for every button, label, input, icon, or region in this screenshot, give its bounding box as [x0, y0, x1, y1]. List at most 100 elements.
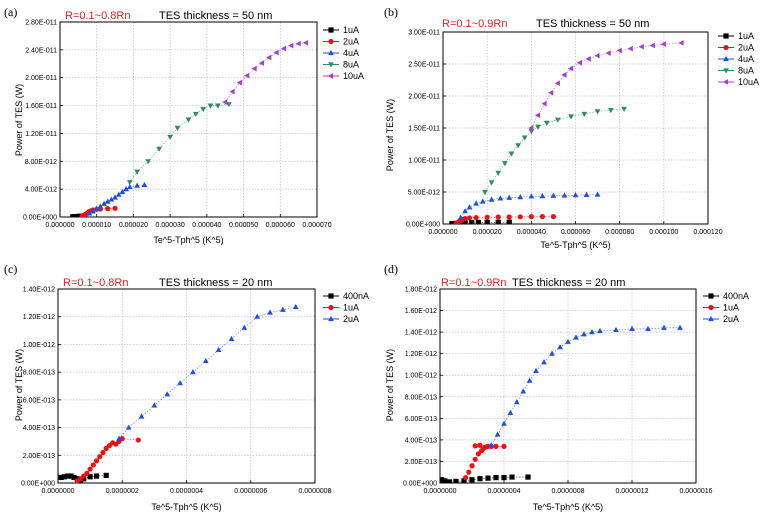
data-point — [541, 359, 547, 365]
legend-label: 8uA — [343, 60, 359, 70]
data-point — [93, 458, 100, 464]
y-tick-label: 2.00E-013 — [405, 459, 437, 466]
y-tick-label: 8.00E-013 — [405, 394, 437, 401]
x-tick-label: 0.000070 — [302, 222, 331, 229]
series-400na — [58, 472, 109, 483]
data-point — [501, 420, 507, 426]
y-tick-label: 0.00E+000 — [403, 481, 437, 488]
legend-item: 10uA — [323, 71, 364, 81]
data-point — [616, 47, 622, 54]
y-tick-label: 1.80E-012 — [405, 287, 437, 294]
data-point — [513, 399, 520, 405]
data-point — [660, 41, 666, 48]
data-point — [678, 40, 684, 46]
legend-marker — [708, 293, 714, 299]
y-tick-label: 2.50E-011 — [408, 62, 440, 69]
data-point — [475, 451, 481, 457]
data-point — [229, 88, 235, 95]
data-point — [550, 214, 557, 220]
legend-label: 400nA — [723, 291, 749, 301]
data-point — [605, 50, 611, 56]
data-point — [515, 143, 521, 149]
y-tick-label: 2.40E-011 — [25, 47, 57, 54]
data-point — [200, 106, 207, 113]
data-point — [521, 135, 528, 141]
y-axis-label: Power of TES (W) — [14, 84, 24, 156]
data-point — [108, 196, 115, 202]
data-point — [572, 192, 579, 198]
data-point — [561, 72, 567, 78]
data-point — [442, 478, 448, 483]
y-tick-label: 1.20E-011 — [25, 131, 57, 138]
y-tick-label: 1.60E-011 — [25, 103, 57, 110]
data-point — [629, 325, 635, 331]
data-point — [533, 367, 539, 373]
legend-label: 4uA — [343, 48, 359, 58]
data-point — [105, 206, 111, 212]
series-line — [451, 221, 510, 224]
series-line — [490, 327, 680, 446]
data-point — [488, 442, 495, 448]
data-point — [557, 344, 563, 350]
data-point — [449, 221, 455, 224]
x-tick-label: 0.000120 — [693, 229, 722, 236]
data-point — [535, 124, 541, 130]
data-point — [267, 309, 273, 315]
data-point — [174, 125, 181, 131]
legend-marker — [328, 38, 334, 45]
data-point — [103, 472, 109, 478]
data-point — [112, 205, 118, 211]
data-point — [473, 200, 479, 206]
legend-marker — [328, 62, 334, 68]
x-tick-label: 0.0000008 — [298, 488, 331, 495]
y-tick-label: 2.00E-011 — [25, 75, 57, 82]
data-point — [167, 134, 174, 141]
data-point — [517, 194, 524, 200]
data-point — [86, 210, 93, 216]
data-point — [164, 391, 171, 397]
data-point — [115, 191, 122, 197]
legend-label: 10uA — [343, 71, 364, 81]
data-point — [485, 475, 491, 481]
data-point — [488, 180, 495, 186]
x-tick-label: 0.000030 — [156, 222, 185, 229]
data-point — [517, 214, 523, 220]
data-point — [472, 443, 478, 449]
data-point — [472, 456, 478, 462]
y-tick-label: 1.60E-012 — [405, 308, 437, 315]
data-point — [116, 435, 122, 441]
data-point — [477, 476, 483, 482]
plot-frame — [59, 21, 318, 218]
data-point — [509, 474, 515, 480]
legend-item: 4uA — [323, 48, 359, 58]
data-point — [506, 194, 513, 200]
legend-label: 10uA — [738, 77, 759, 87]
data-point — [479, 198, 486, 204]
y-tick-label: 1.20E-012 — [405, 351, 437, 358]
data-area — [449, 40, 684, 224]
legend-label: 1uA — [738, 31, 754, 41]
legend-item: 1uA — [323, 25, 359, 35]
series-10ua — [528, 40, 684, 131]
data-point — [292, 303, 299, 310]
data-point — [594, 52, 600, 59]
series-line — [224, 42, 307, 103]
data-point — [621, 106, 627, 112]
y-tick-label: 1.40E-012 — [23, 287, 55, 294]
data-point — [126, 183, 133, 190]
data-point — [466, 204, 473, 210]
x-tick-label: 0.0000006 — [234, 488, 267, 495]
y-tick-label: 0.00E+000 — [406, 222, 440, 229]
legend-label: 1uA — [343, 303, 359, 313]
data-point — [528, 214, 534, 220]
data-point — [493, 443, 499, 449]
data-point — [497, 195, 504, 201]
x-tick-label: 0.0000000 — [41, 488, 74, 495]
y-tick-label: 3.00E-011 — [408, 30, 440, 37]
data-area — [440, 324, 683, 483]
data-point — [539, 214, 545, 220]
series-10ua — [222, 40, 309, 105]
data-point — [469, 463, 475, 469]
